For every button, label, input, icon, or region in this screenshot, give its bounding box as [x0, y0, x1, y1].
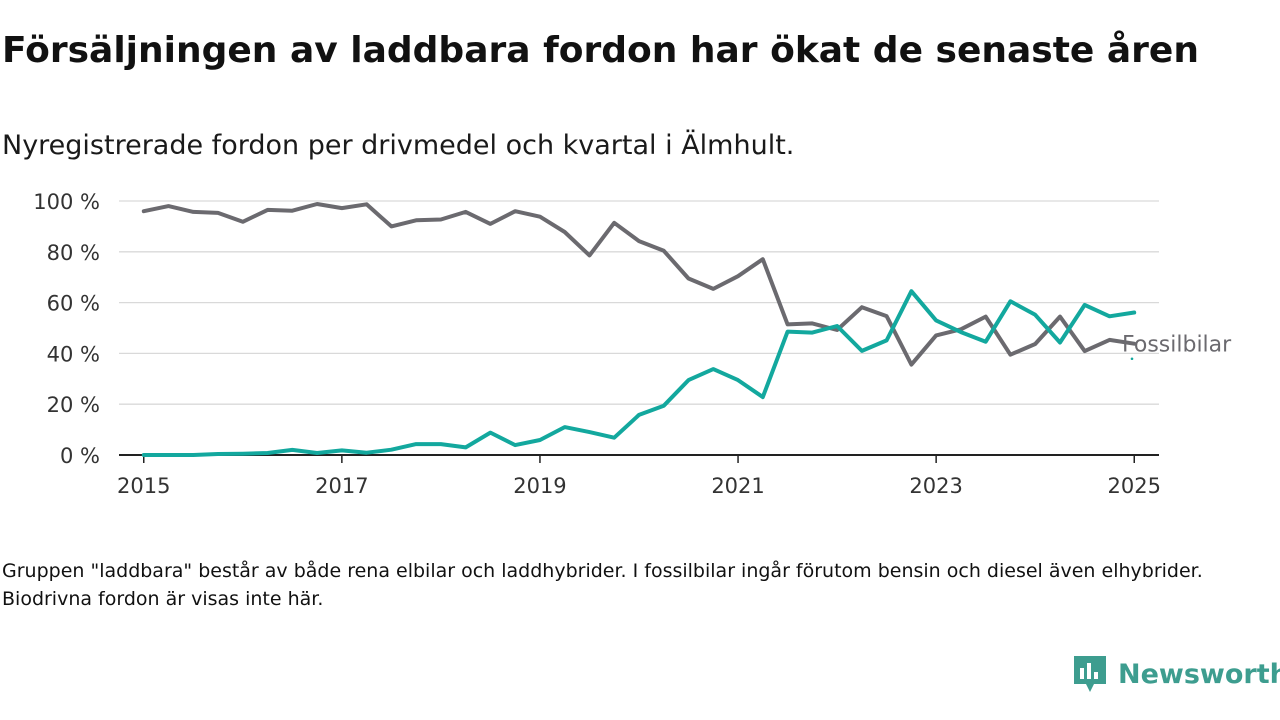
- grid-lines: [119, 200, 1159, 405]
- y-tick-label: 20 %: [47, 393, 100, 417]
- brand: Newsworthy: [1072, 654, 1280, 694]
- x-tick-label: 2025: [1108, 474, 1161, 498]
- end-label-fossilbilar: Fossilbilar: [1122, 333, 1232, 358]
- x-tick-label: 2021: [711, 474, 764, 498]
- y-tick-label: 80 %: [47, 241, 100, 265]
- y-tick-label: 100 %: [33, 190, 100, 214]
- x-tick-label: 2015: [117, 474, 170, 498]
- y-tick-label: 0 %: [60, 444, 100, 468]
- x-axis: 2015 2017 2019 2021 2023 2025: [117, 454, 1161, 498]
- y-tick-label: 40 %: [47, 342, 100, 366]
- end-labels: Fossilbilar: [1122, 333, 1232, 361]
- chart-title: Försäljningen av laddbara fordon har öka…: [2, 30, 1199, 71]
- newsworthy-logo-icon: [1074, 656, 1106, 692]
- brand-name: Newsworthy: [1118, 658, 1280, 690]
- x-tick-label: 2023: [909, 474, 962, 498]
- x-tick-label: 2019: [513, 474, 566, 498]
- x-tick-label: 2017: [315, 474, 368, 498]
- series-line-laddbara: [141, 289, 1137, 457]
- chart-subtitle: Nyregistrerade fordon per drivmedel och …: [2, 130, 795, 161]
- footnote: Gruppen "laddbara" består av både rena e…: [2, 560, 1203, 610]
- y-axis: 0 % 20 % 40 % 60 % 80 % 100 %: [33, 190, 100, 468]
- end-label-marker: [1130, 357, 1134, 361]
- line-chart: 0 % 20 % 40 % 60 % 80 % 100 % 2015 2017 2019 202…: [33, 190, 1232, 498]
- series-line-fossilbilar: [141, 202, 1137, 367]
- y-tick-label: 60 %: [47, 292, 100, 316]
- series-lines: [141, 202, 1137, 457]
